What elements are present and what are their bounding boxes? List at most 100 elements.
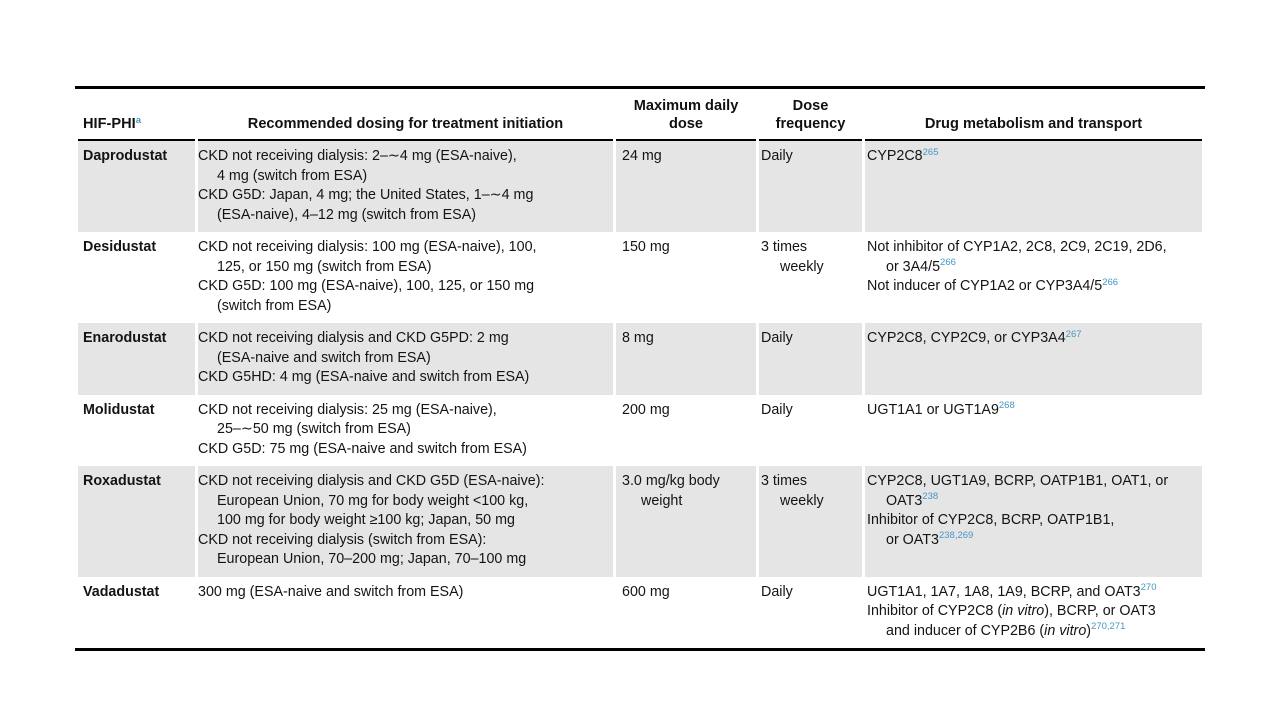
text-run: CKD G5HD: 4 mg (ESA-naive and switch fro… bbox=[198, 369, 530, 385]
cell-line: 150 mg bbox=[622, 238, 756, 258]
table-row: Vadadustat 300 mg (ESA-naive and switch f… bbox=[78, 576, 1202, 648]
col-header-dosing: Recommended dosing for treatment initiat… bbox=[198, 89, 613, 141]
cell-line: (ESA-naive and switch from ESA) bbox=[198, 349, 613, 369]
cell-line: European Union, 70–200 mg; Japan, 70–100… bbox=[198, 550, 613, 570]
dosing-cell: CKD not receiving dialysis: 100 mg (ESA-… bbox=[198, 232, 613, 323]
table-body: Daprodustat CKD not receiving dialysis: 2… bbox=[78, 141, 1202, 648]
cell-line: 3.0 mg/kg body bbox=[622, 472, 756, 492]
metabolism-cell: CYP2C8265 bbox=[865, 141, 1202, 232]
drug-name: Daprodustat bbox=[83, 148, 168, 164]
cell-line: UGT1A1, 1A7, 1A8, 1A9, BCRP, and OAT3270 bbox=[867, 583, 1202, 603]
text-run: 300 mg (ESA-naive and switch from ESA) bbox=[198, 583, 464, 600]
dose-frequency-cell: Daily bbox=[759, 576, 862, 648]
cell-line: 8 mg bbox=[622, 329, 756, 349]
text-run: Daily bbox=[761, 401, 793, 418]
text-run: 600 mg bbox=[622, 583, 670, 600]
max-daily-dose-cell: 150 mg bbox=[616, 232, 756, 323]
cell-line: weight bbox=[622, 492, 756, 512]
text-run: weekly bbox=[780, 492, 824, 509]
cell-line: CYP2C8265 bbox=[867, 147, 1202, 167]
drug-name: Enarodustat bbox=[83, 330, 167, 346]
text-run: Daily bbox=[761, 583, 793, 600]
cell-line: or OAT3238,269 bbox=[867, 531, 1202, 551]
text-run: CKD not receiving dialysis: 25 mg (ESA-n… bbox=[198, 401, 497, 418]
text-run: 3.0 mg/kg body bbox=[622, 473, 720, 489]
text-run: Daily bbox=[761, 148, 793, 164]
italic-text: in vitro bbox=[1044, 622, 1087, 639]
max-daily-dose-cell: 24 mg bbox=[616, 141, 756, 232]
reference-superscript: 270 bbox=[1140, 582, 1157, 594]
text-run: CKD not receiving dialysis: 100 mg (ESA-… bbox=[198, 239, 537, 255]
cell-line: CKD G5D: Japan, 4 mg; the United States,… bbox=[198, 186, 613, 206]
cell-line: CKD not receiving dialysis and CKD G5PD:… bbox=[198, 329, 613, 349]
text-run: 200 mg bbox=[622, 401, 670, 418]
footnote-marker: a bbox=[135, 114, 141, 126]
reference-superscript: 266 bbox=[940, 257, 956, 269]
drug-name: Molidustat bbox=[83, 401, 155, 418]
text-run: Not inducer of CYP1A2 or CYP3A4/5 bbox=[867, 278, 1103, 294]
text-run: UGT1A1 or UGT1A9 bbox=[867, 401, 999, 418]
text-run: and inducer of CYP2B6 ( bbox=[886, 622, 1045, 639]
text-run: or OAT3 bbox=[886, 531, 939, 548]
col-header-hif-phi-label: HIF-PHI bbox=[83, 116, 136, 132]
cell-line: 3 times bbox=[761, 472, 862, 492]
drug-name-cell: Enarodustat bbox=[78, 323, 195, 395]
text-run: ), BCRP, or OAT3 bbox=[1044, 603, 1156, 619]
text-run: 4 mg (switch from ESA) bbox=[217, 167, 368, 184]
metabolism-cell: Not inhibitor of CYP1A2, 2C8, 2C9, 2C19,… bbox=[865, 232, 1202, 323]
cell-line: Inhibitor of CYP2C8 (in vitro), BCRP, or… bbox=[867, 602, 1202, 622]
dosing-cell: CKD not receiving dialysis: 25 mg (ESA-n… bbox=[198, 394, 613, 466]
cell-line: CKD not receiving dialysis and CKD G5D (… bbox=[198, 472, 613, 492]
dosing-cell: CKD not receiving dialysis and CKD G5PD:… bbox=[198, 323, 613, 395]
cell-line: weekly bbox=[761, 492, 862, 512]
drug-name-cell: Roxadustat bbox=[78, 466, 195, 577]
cell-line: Daily bbox=[761, 401, 862, 421]
cell-line: OAT3238 bbox=[867, 492, 1202, 512]
col-header-max-daily-dose: Maximum daily dose bbox=[616, 89, 756, 141]
text-run: UGT1A1, 1A7, 1A8, 1A9, BCRP, and OAT3 bbox=[867, 583, 1141, 600]
max-daily-dose-cell: 8 mg bbox=[616, 323, 756, 395]
cell-line: CKD not receiving dialysis: 100 mg (ESA-… bbox=[198, 238, 613, 258]
cell-line: Daily bbox=[761, 329, 862, 349]
text-run: CKD G5D: 100 mg (ESA-naive), 100, 125, o… bbox=[198, 278, 535, 294]
metabolism-cell: CYP2C8, CYP2C9, or CYP3A4267 bbox=[865, 323, 1202, 395]
text-run: Not inhibitor of CYP1A2, 2C8, 2C9, 2C19,… bbox=[867, 239, 1167, 255]
cell-line: 600 mg bbox=[622, 583, 756, 603]
cell-line: Inhibitor of CYP2C8, BCRP, OATP1B1, bbox=[867, 511, 1202, 531]
table-row: Desidustat CKD not receiving dialysis: 10… bbox=[78, 232, 1202, 323]
text-run: 24 mg bbox=[622, 148, 662, 164]
text-run: CYP2C8, CYP2C9, or CYP3A4 bbox=[867, 330, 1066, 346]
dosing-cell: 300 mg (ESA-naive and switch from ESA) bbox=[198, 576, 613, 648]
cell-line: CKD G5HD: 4 mg (ESA-naive and switch fro… bbox=[198, 368, 613, 388]
dose-frequency-cell: 3 times weekly bbox=[759, 466, 862, 577]
dose-frequency-cell: 3 times weekly bbox=[759, 232, 862, 323]
text-run: (switch from ESA) bbox=[217, 297, 332, 314]
max-daily-dose-cell: 600 mg bbox=[616, 576, 756, 648]
cell-line: 4 mg (switch from ESA) bbox=[198, 167, 613, 187]
cell-line: Not inhibitor of CYP1A2, 2C8, 2C9, 2C19,… bbox=[867, 238, 1202, 258]
cell-line: Daily bbox=[761, 583, 862, 603]
cell-line: European Union, 70 mg for body weight <1… bbox=[198, 492, 613, 512]
reference-superscript: 238 bbox=[922, 491, 939, 503]
cell-line: CKD G5D: 75 mg (ESA-naive and switch fro… bbox=[198, 440, 613, 460]
dosing-cell: CKD not receiving dialysis and CKD G5D (… bbox=[198, 466, 613, 577]
col-header-metabolism: Drug metabolism and transport bbox=[865, 89, 1202, 141]
cell-line: or 3A4/5266 bbox=[867, 258, 1202, 278]
metabolism-cell: UGT1A1 or UGT1A9268 bbox=[865, 394, 1202, 466]
text-run: CKD G5D: Japan, 4 mg; the United States,… bbox=[198, 187, 534, 203]
cell-line: CKD G5D: 100 mg (ESA-naive), 100, 125, o… bbox=[198, 277, 613, 297]
text-run: CKD G5D: 75 mg (ESA-naive and switch fro… bbox=[198, 440, 527, 457]
reference-superscript: 268 bbox=[998, 400, 1015, 412]
reference-superscript: 270,271 bbox=[1091, 621, 1126, 633]
text-run: 8 mg bbox=[622, 330, 654, 346]
metabolism-cell: CYP2C8, UGT1A9, BCRP, OATP1B1, OAT1, or O… bbox=[865, 466, 1202, 577]
text-run: weekly bbox=[780, 258, 824, 275]
text-run: CKD not receiving dialysis and CKD G5D (… bbox=[198, 473, 545, 489]
reference-superscript: 266 bbox=[1102, 276, 1119, 288]
cell-line: weekly bbox=[761, 258, 862, 278]
cell-line: 24 mg bbox=[622, 147, 756, 167]
max-daily-dose-cell: 3.0 mg/kg body weight bbox=[616, 466, 756, 577]
drug-name-cell: Daprodustat bbox=[78, 141, 195, 232]
drug-name-cell: Desidustat bbox=[78, 232, 195, 323]
cell-line: (ESA-naive), 4–12 mg (switch from ESA) bbox=[198, 206, 613, 226]
